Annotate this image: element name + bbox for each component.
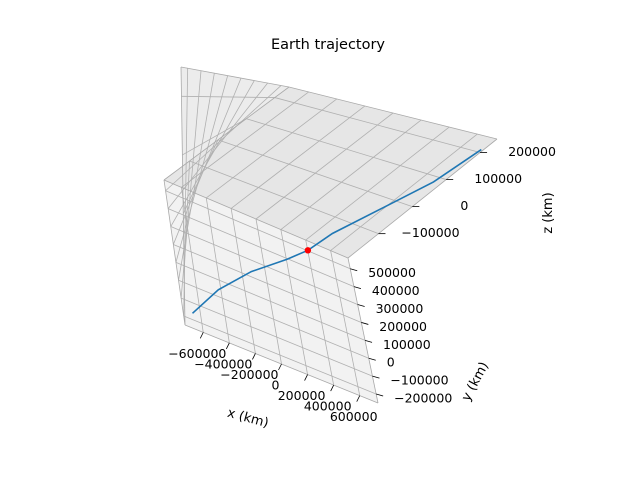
grid-line-x xyxy=(330,133,478,251)
tick-marks xyxy=(199,152,488,402)
y-tick-label: 200000 xyxy=(379,319,427,334)
y-tick-mark xyxy=(368,357,376,361)
z-tick-label: 0 xyxy=(460,198,468,213)
grid-line-z xyxy=(183,160,190,273)
origin-point xyxy=(304,247,312,254)
grid-line-x xyxy=(255,218,282,365)
y-tick-label: 400000 xyxy=(372,283,420,298)
grid-line-y xyxy=(180,297,373,377)
grid-line-z xyxy=(189,160,379,235)
grid-line-x xyxy=(305,240,335,386)
x-tick-label: −200000 xyxy=(220,367,278,382)
axis-edge xyxy=(347,257,379,404)
y-tick-mark xyxy=(361,322,369,325)
x-tick-label: 0 xyxy=(272,378,280,393)
axis-edge xyxy=(288,86,498,140)
grid-line-z xyxy=(182,139,219,214)
grid-line-x xyxy=(280,229,308,375)
grid-line-z xyxy=(274,97,481,153)
grid-lines xyxy=(165,68,481,396)
y-tick-label: 100000 xyxy=(383,337,431,352)
x-tick-label: 200000 xyxy=(278,388,326,403)
grid-line-x xyxy=(205,197,230,343)
y-tick-mark xyxy=(350,268,358,272)
grid-line-z xyxy=(181,95,275,98)
z-axis-label: z (km) xyxy=(541,192,556,233)
y-tick-mark xyxy=(372,375,380,379)
y-tick-label: 0 xyxy=(387,355,395,370)
grid-line-y xyxy=(167,82,268,209)
grid-line-y xyxy=(172,77,242,245)
grid-line-y xyxy=(175,261,366,341)
x-tick-label: 600000 xyxy=(330,409,378,424)
grid-line-y xyxy=(165,85,282,192)
axis-edge xyxy=(163,86,290,181)
grid-line-y xyxy=(175,75,229,263)
y-tick-mark xyxy=(353,286,362,290)
grid-line-y xyxy=(170,226,358,305)
grid-line-z xyxy=(182,118,247,156)
grid-line-x xyxy=(206,98,338,199)
z-tick-label: −100000 xyxy=(401,225,459,240)
axis-edge xyxy=(163,179,349,259)
grid-line-y xyxy=(167,208,355,288)
y-tick-mark xyxy=(364,339,373,343)
grid-line-z xyxy=(217,139,413,207)
grid-line-z xyxy=(246,118,447,180)
x-tick-label: −600000 xyxy=(168,346,226,361)
grid-line-y xyxy=(178,73,215,281)
y-tick-mark xyxy=(376,393,384,397)
x-tick-mark xyxy=(278,363,282,371)
grid-line-x xyxy=(280,119,422,230)
tick-labels: −600000−400000−2000000200000400000600000… xyxy=(168,144,556,424)
plot-area xyxy=(191,148,482,314)
axis-edge xyxy=(180,66,186,326)
grid-line-y xyxy=(178,279,369,359)
y-tick-label: 500000 xyxy=(368,265,416,280)
y-tick-label: 300000 xyxy=(376,301,424,316)
grid-line-y xyxy=(173,244,362,323)
z-tick-label: 100000 xyxy=(474,171,522,186)
x-tick-label: −400000 xyxy=(194,356,252,371)
x-tick-mark xyxy=(356,395,361,402)
grid-line-y xyxy=(183,315,377,395)
x-tick-mark xyxy=(225,342,230,350)
grid-line-x xyxy=(230,105,366,209)
grid-line-y xyxy=(170,80,255,227)
y-tick-mark xyxy=(357,304,365,307)
grid-line-x xyxy=(255,112,394,220)
z-tick-label: 200000 xyxy=(508,144,556,159)
axis-edges xyxy=(163,66,498,404)
x-tick-label: 400000 xyxy=(304,399,352,414)
axis-edge xyxy=(163,179,186,326)
grid-line-x xyxy=(330,250,361,396)
y-tick-label: −100000 xyxy=(390,373,448,388)
grid-line-x xyxy=(230,208,256,354)
x-tick-mark xyxy=(330,384,335,392)
y-tick-label: −200000 xyxy=(394,391,452,406)
axis-edge xyxy=(347,138,498,259)
x-tick-mark xyxy=(252,353,256,360)
axis-edge xyxy=(180,66,290,88)
grid-line-x xyxy=(305,126,450,241)
pane-floor xyxy=(164,180,378,403)
chart-title: Earth trajectory xyxy=(271,37,385,53)
x-tick-mark xyxy=(304,374,308,381)
pane-left xyxy=(164,67,289,325)
grid-line-y xyxy=(165,190,351,270)
x-tick-mark xyxy=(199,332,204,339)
